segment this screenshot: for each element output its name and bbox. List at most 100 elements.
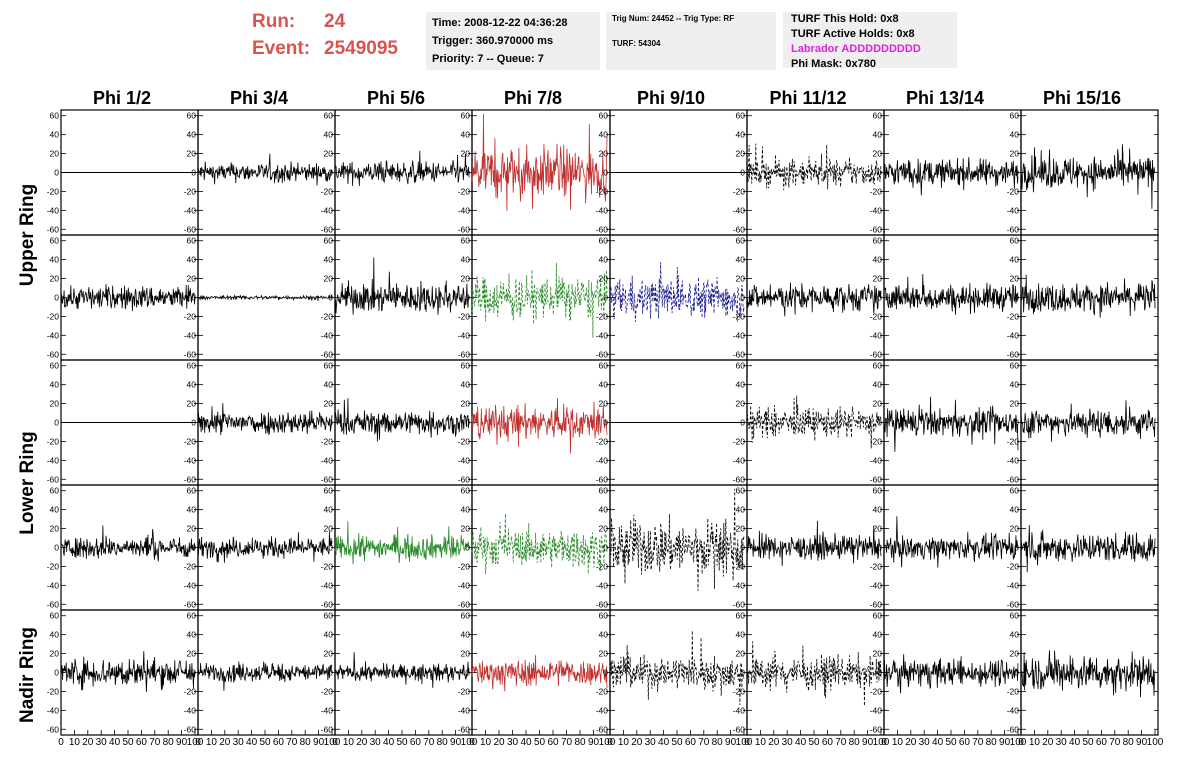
x-tick-label: 90: [725, 737, 737, 748]
y-tick-label: -60: [47, 349, 60, 359]
y-tick-label: 40: [461, 630, 471, 640]
x-tick-label: 0: [58, 737, 64, 748]
y-tick-label: 60: [50, 486, 60, 496]
y-tick-label: 60: [1010, 236, 1020, 246]
y-tick-label: -60: [184, 224, 197, 234]
y-tick-label: 0: [465, 418, 470, 428]
y-tick-label: -60: [733, 724, 746, 734]
y-tick-label: -40: [184, 705, 197, 715]
y-tick-label: 20: [736, 149, 746, 159]
y-tick-label: 40: [873, 130, 883, 140]
x-tick-label: 30: [645, 737, 657, 748]
y-tick-label: 60: [873, 611, 883, 621]
x-tick-label: 40: [1069, 737, 1081, 748]
waveform-trace: [1020, 274, 1156, 318]
y-tick-label: 40: [736, 630, 746, 640]
y-tick-label: -60: [1007, 474, 1020, 484]
time-info-box: Time: 2008-12-22 04:36:28 Trigger: 360.9…: [426, 12, 600, 70]
waveform-trace: [471, 113, 608, 211]
y-tick-label: 0: [54, 293, 59, 303]
y-tick-label: 40: [599, 130, 609, 140]
y-tick-label: -60: [184, 599, 197, 609]
waveform-trace: [609, 262, 745, 323]
y-tick-label: -40: [596, 705, 609, 715]
y-tick-label: -40: [870, 205, 883, 215]
x-tick-label: 70: [561, 737, 573, 748]
y-tick-label: -40: [1007, 205, 1020, 215]
y-tick-label: -20: [870, 686, 883, 696]
y-tick-label: 60: [599, 361, 609, 371]
y-tick-label: -20: [321, 436, 334, 446]
y-tick-label: -60: [321, 474, 334, 484]
y-tick-label: -20: [47, 686, 60, 696]
y-tick-label: 0: [465, 543, 470, 553]
y-tick-label: 20: [599, 149, 609, 159]
x-tick-label: 40: [246, 737, 258, 748]
x-tick-label: 100: [187, 737, 204, 748]
y-tick-label: -60: [458, 724, 471, 734]
x-tick-label: 80: [163, 737, 175, 748]
y-tick-label: -40: [184, 205, 197, 215]
waveform-trace: [334, 257, 470, 315]
y-tick-label: 20: [736, 274, 746, 284]
y-tick-label: 20: [187, 649, 197, 659]
y-tick-label: -20: [596, 686, 609, 696]
y-tick-label: 40: [1010, 630, 1020, 640]
y-tick-label: -20: [47, 186, 60, 196]
y-tick-label: -60: [1007, 349, 1020, 359]
y-tick-label: 20: [50, 399, 60, 409]
turf-text: TURF: 54304: [612, 39, 661, 48]
y-tick-label: 60: [1010, 486, 1020, 496]
x-tick-label: 10: [618, 737, 630, 748]
y-tick-label: -40: [1007, 330, 1020, 340]
waveform-trace: [883, 516, 1019, 568]
y-tick-label: -60: [321, 599, 334, 609]
x-tick-label: 20: [356, 737, 368, 748]
y-tick-label: 60: [50, 111, 60, 121]
y-tick-label: -60: [184, 349, 197, 359]
y-tick-label: 20: [1010, 149, 1020, 159]
y-tick-label: 20: [50, 524, 60, 534]
x-tick-label: 0: [332, 737, 338, 748]
y-tick-label: -40: [733, 455, 746, 465]
y-tick-label: 40: [50, 380, 60, 390]
waveform-trace: [334, 521, 470, 565]
y-tick-label: 0: [54, 668, 59, 678]
y-tick-label: -60: [596, 349, 609, 359]
y-tick-label: -20: [47, 561, 60, 571]
x-tick-label: 90: [313, 737, 325, 748]
x-tick-label: 30: [233, 737, 245, 748]
y-tick-label: -60: [458, 474, 471, 484]
waveform-trace: [609, 488, 745, 591]
y-tick-label: -40: [870, 455, 883, 465]
y-tick-label: 60: [873, 111, 883, 121]
x-tick-label: 50: [808, 737, 820, 748]
x-tick-label: 40: [932, 737, 944, 748]
x-tick-label: 0: [1018, 737, 1024, 748]
y-tick-label: -40: [321, 580, 334, 590]
x-tick-label: 100: [1010, 737, 1027, 748]
y-tick-label: -60: [870, 724, 883, 734]
y-tick-label: 0: [191, 543, 196, 553]
trig-info-box: Trig Num: 24452 -- Trig Type: RF TURF: 5…: [606, 12, 776, 70]
waveform-trace: [471, 655, 608, 692]
y-tick-label: 20: [324, 399, 334, 409]
x-tick-label: 50: [945, 737, 957, 748]
y-tick-label: -40: [870, 330, 883, 340]
x-tick-label: 70: [423, 737, 435, 748]
y-tick-label: -40: [596, 455, 609, 465]
y-tick-label: 0: [877, 418, 882, 428]
x-tick-label: 40: [658, 737, 670, 748]
y-tick-label: -20: [733, 686, 746, 696]
y-tick-label: 60: [1010, 361, 1020, 371]
run-label: Run:: [252, 11, 296, 32]
x-tick-label: 10: [206, 737, 218, 748]
y-tick-label: 20: [324, 524, 334, 534]
x-tick-label: 90: [176, 737, 188, 748]
y-tick-label: 0: [191, 418, 196, 428]
y-tick-label: 60: [736, 236, 746, 246]
run-value: 24: [324, 11, 346, 32]
y-tick-label: -40: [596, 580, 609, 590]
x-tick-label: 70: [698, 737, 710, 748]
y-tick-label: -60: [596, 474, 609, 484]
